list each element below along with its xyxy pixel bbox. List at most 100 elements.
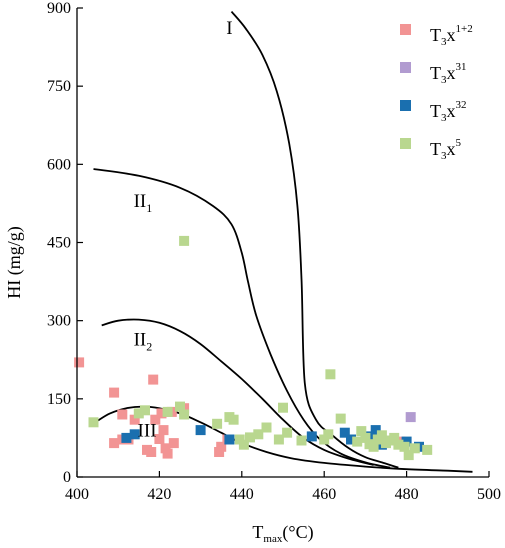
x-tick-label: 480 [395, 486, 419, 503]
data-point-series-4 [409, 443, 420, 454]
legend-label-main: T [430, 63, 441, 83]
x-axis-title-main: T [252, 522, 263, 542]
data-point-series-1 [150, 414, 161, 425]
legend-label: T3x1+2 [430, 23, 473, 48]
data-point-series-3 [346, 434, 356, 445]
legend-label: T3x32 [430, 99, 467, 124]
data-point-series-4 [282, 427, 293, 438]
x-tick-label: 460 [312, 486, 336, 503]
data-point-series-3 [121, 432, 132, 443]
data-point-series-1 [160, 443, 171, 454]
data-point-series-4 [179, 235, 190, 246]
data-point-series-1 [74, 357, 85, 368]
data-point-series-4 [325, 369, 336, 380]
data-point-series-4 [356, 426, 367, 437]
y-tick-label: 300 [47, 313, 71, 330]
data-point-series-3 [401, 436, 412, 447]
curve-label: II2 [134, 330, 153, 354]
maturity-curves [93, 11, 473, 473]
data-point-series-2 [405, 412, 416, 423]
data-point-series-4 [360, 432, 371, 443]
data-point-series-4 [393, 439, 404, 450]
legend-swatch [400, 24, 411, 35]
legend-label-sub: 3 [441, 74, 447, 86]
curve-label-main: III [138, 420, 157, 441]
legend-label-sup: 31 [456, 61, 467, 73]
data-point-series-4 [261, 422, 272, 433]
data-point-series-4 [175, 401, 185, 412]
data-point-series-1 [146, 447, 157, 457]
data-point-series-3 [129, 429, 140, 440]
data-point-series-1 [162, 448, 173, 459]
data-point-series-4 [273, 434, 284, 445]
data-point-series-4 [228, 414, 239, 425]
data-point-series-1 [156, 408, 167, 419]
y-axis-title: HI (mg/g) [4, 226, 25, 298]
data-point-series-4 [238, 439, 249, 450]
curve-ii2 [101, 318, 374, 466]
curve-label: I [226, 18, 232, 39]
legend-label-mid: x [447, 63, 456, 83]
data-point-series-4 [296, 435, 307, 446]
x-axis-title-unit: (°C) [282, 522, 313, 543]
data-point-series-4 [376, 430, 387, 441]
data-point-series-3 [195, 425, 206, 436]
y-tick-label: 0 [63, 469, 71, 486]
data-point-series-1 [216, 441, 227, 452]
curve-label-sub: 1 [146, 201, 152, 215]
data-point-series-4 [352, 436, 363, 447]
data-point-series-3 [306, 431, 317, 442]
x-tick-label: 440 [230, 486, 254, 503]
legend-label-mid: x [447, 25, 456, 45]
data-points [74, 235, 433, 461]
x-axis-title: Tmax(°C) [252, 522, 313, 545]
data-point-series-4 [422, 444, 433, 455]
y-tick-label: 150 [47, 391, 71, 408]
curve-label: II1 [134, 191, 153, 215]
data-point-series-1 [168, 438, 179, 449]
data-point-series-3 [339, 427, 350, 438]
data-point-series-4 [140, 405, 150, 416]
legend-swatch [400, 100, 411, 111]
legend-label-main: T [430, 101, 441, 121]
curve-label-main: I [226, 18, 232, 39]
data-point-series-3 [370, 425, 381, 436]
curve-label-sub: 2 [146, 340, 152, 354]
legend-label-sup: 32 [456, 99, 467, 111]
legend-label-sub: 3 [441, 36, 447, 48]
legend-label: T3x5 [430, 137, 462, 162]
data-point-series-4 [323, 429, 334, 440]
data-point-series-4 [162, 406, 173, 417]
data-point-series-4 [245, 432, 255, 443]
x-tick-label: 500 [477, 486, 501, 503]
data-point-series-4 [389, 432, 400, 443]
legend-label-main: T [430, 25, 441, 45]
curve-i [230, 11, 399, 469]
y-tick-label: 900 [47, 0, 71, 17]
x-axis-title-sub: max [263, 533, 282, 545]
y-tick-label: 600 [47, 156, 71, 173]
legend-swatch [400, 138, 411, 149]
legend-label-mid: x [447, 101, 456, 121]
data-point-series-4 [179, 409, 190, 420]
legend-label-sub: 3 [441, 112, 447, 124]
data-point-series-1 [148, 374, 159, 385]
data-point-series-4 [234, 434, 245, 445]
curve-ii1 [93, 168, 391, 469]
data-point-series-3 [224, 434, 235, 445]
legend-label-mid: x [447, 139, 456, 159]
data-point-series-4 [335, 413, 346, 424]
data-point-series-1 [214, 447, 225, 457]
data-point-series-1 [109, 438, 120, 449]
curve-label-main: II [134, 330, 147, 351]
legend-label-sup: 5 [456, 137, 462, 149]
curve-label: III [138, 420, 157, 441]
data-point-series-4 [399, 441, 410, 452]
data-point-series-1 [109, 387, 120, 398]
y-ticks: 0 150 300 450 600 750 900 [47, 0, 83, 486]
data-point-series-4 [278, 402, 288, 413]
x-tick-label: 420 [147, 486, 171, 503]
